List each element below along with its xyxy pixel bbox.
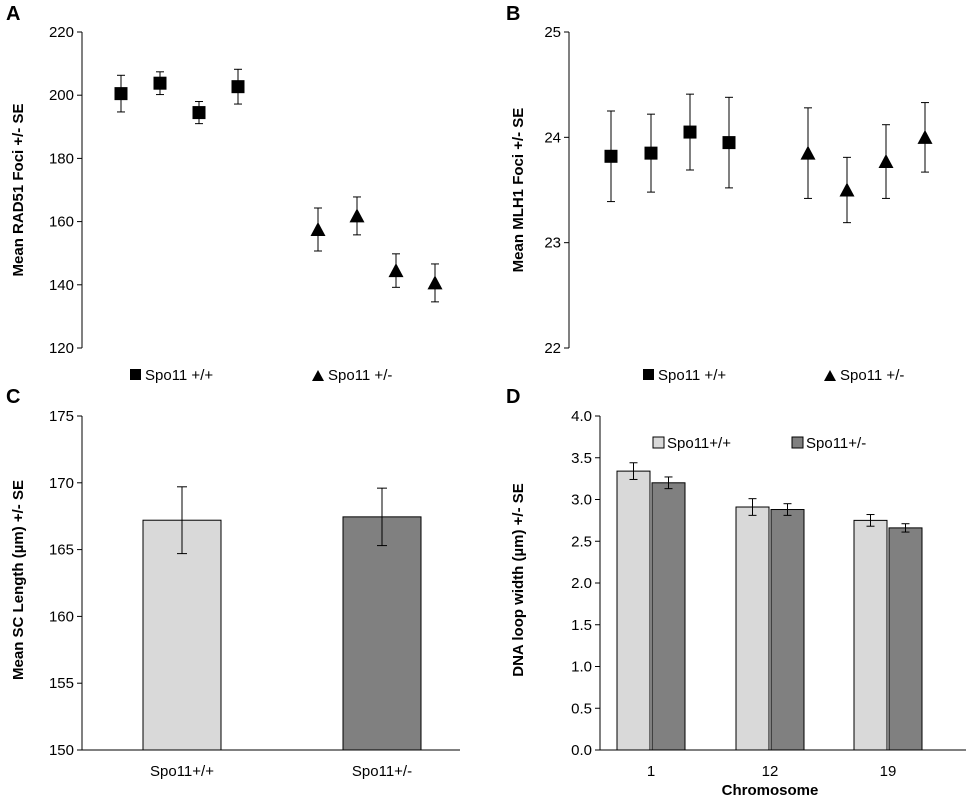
x-tick-label: 19 bbox=[880, 763, 897, 780]
legend-label: Spo11 +/+ bbox=[145, 367, 213, 384]
y-ticks: 0.0 0.5 1.0 1.5 2.0 2.5 3.0 3.5 4.0 bbox=[571, 408, 600, 759]
legend-triangle-marker bbox=[312, 370, 324, 381]
x-tick-label: 12 bbox=[762, 763, 779, 780]
y-tick-label: 1.5 bbox=[571, 617, 592, 634]
legend-swatch bbox=[791, 436, 804, 449]
y-axis-label: Mean RAD51 Foci +/- SE bbox=[10, 104, 27, 277]
x-ticks: 1 12 19 bbox=[647, 763, 897, 780]
y-tick-label: 160 bbox=[49, 608, 74, 625]
legend-label: Spo11+/+ bbox=[667, 435, 731, 452]
y-tick-label: 22 bbox=[544, 340, 561, 357]
legend-label: Spo11 +/- bbox=[840, 367, 904, 384]
panel-c: C Mean SC Length (µm) +/- SE 150 155 160 16… bbox=[6, 386, 460, 780]
x-tick-label: Spo11+/- bbox=[352, 763, 412, 780]
legend-label: Spo11+/- bbox=[806, 435, 866, 452]
legend-swatch bbox=[652, 436, 665, 449]
y-tick-label: 1.0 bbox=[571, 659, 592, 676]
bar bbox=[888, 527, 923, 751]
y-tick-label: 140 bbox=[49, 277, 74, 294]
y-tick-label: 160 bbox=[49, 214, 74, 231]
bar bbox=[770, 509, 805, 751]
y-tick-label: 180 bbox=[49, 150, 74, 167]
y-ticks: 22 23 24 25 bbox=[544, 24, 569, 357]
y-tick-label: 150 bbox=[49, 742, 74, 759]
y-ticks: 150 155 160 165 170 175 bbox=[49, 408, 82, 759]
bar bbox=[651, 482, 686, 751]
panel-letter: A bbox=[6, 3, 20, 25]
data-point-triangle bbox=[427, 275, 443, 290]
marks bbox=[604, 93, 933, 224]
bar bbox=[735, 506, 770, 751]
panel-letter: D bbox=[506, 386, 520, 408]
y-tick-label: 175 bbox=[49, 408, 74, 425]
legend: Spo11+/+ Spo11+/- bbox=[652, 435, 866, 452]
y-tick-label: 4.0 bbox=[571, 408, 592, 425]
bar bbox=[342, 516, 422, 751]
bar bbox=[142, 519, 222, 751]
y-tick-label: 23 bbox=[544, 235, 561, 252]
panel-letter: B bbox=[506, 3, 520, 25]
data-point-triangle bbox=[917, 129, 933, 144]
panel-letter: C bbox=[6, 386, 20, 408]
x-tick-label: 1 bbox=[647, 763, 655, 780]
y-axis-label: DNA loop width (µm) +/- SE bbox=[510, 483, 527, 677]
x-tick-label: Spo11+/+ bbox=[150, 763, 214, 780]
data-point-square bbox=[644, 146, 658, 160]
bar bbox=[853, 519, 888, 751]
data-point-triangle bbox=[388, 263, 404, 278]
data-point-triangle bbox=[839, 182, 855, 197]
x-axis-label: Chromosome bbox=[722, 782, 819, 799]
data-point-square bbox=[114, 87, 128, 101]
panel-a: A Mean RAD51 Foci +/- SE 120 140 160 180 200… bbox=[6, 3, 443, 384]
y-tick-label: 24 bbox=[544, 129, 561, 146]
y-axis-label: Mean SC Length (µm) +/- SE bbox=[10, 480, 27, 680]
data-point-square bbox=[231, 80, 245, 94]
legend-label: Spo11 +/- bbox=[328, 367, 392, 384]
legend: Spo11 +/+ Spo11 +/- bbox=[643, 367, 904, 384]
y-tick-label: 170 bbox=[49, 475, 74, 492]
y-tick-label: 200 bbox=[49, 87, 74, 104]
y-tick-label: 3.5 bbox=[571, 450, 592, 467]
y-tick-label: 3.0 bbox=[571, 492, 592, 509]
y-tick-label: 120 bbox=[49, 340, 74, 357]
data-point-triangle bbox=[310, 222, 326, 236]
marks bbox=[142, 486, 422, 751]
data-point-square bbox=[604, 149, 618, 163]
data-point-triangle bbox=[800, 145, 816, 160]
legend-label: Spo11 +/+ bbox=[658, 367, 726, 384]
y-tick-label: 0.5 bbox=[571, 700, 592, 717]
y-ticks: 120 140 160 180 200 220 bbox=[49, 24, 82, 357]
y-axis-label: Mean MLH1 Foci +/- SE bbox=[510, 108, 527, 273]
data-point-square bbox=[722, 136, 736, 150]
marks bbox=[616, 462, 923, 751]
y-tick-label: 2.0 bbox=[571, 575, 592, 592]
y-tick-label: 155 bbox=[49, 675, 74, 692]
legend-square-marker bbox=[130, 369, 141, 380]
y-tick-label: 2.5 bbox=[571, 533, 592, 550]
x-ticks: Spo11+/+ Spo11+/- bbox=[150, 763, 412, 780]
data-point-square bbox=[683, 125, 697, 139]
panel-b: B Mean MLH1 Foci +/- SE 22 23 24 25 Spo11 +… bbox=[506, 3, 933, 384]
legend-square-marker bbox=[643, 369, 654, 380]
data-point-triangle bbox=[349, 208, 365, 223]
data-point-triangle bbox=[878, 154, 894, 169]
legend: Spo11 +/+ Spo11 +/- bbox=[130, 367, 392, 384]
marks bbox=[114, 68, 443, 303]
bar bbox=[616, 470, 651, 751]
y-tick-label: 25 bbox=[544, 24, 561, 41]
data-point-square bbox=[153, 76, 167, 90]
y-tick-label: 165 bbox=[49, 542, 74, 559]
legend-triangle-marker bbox=[824, 370, 836, 381]
y-tick-label: 220 bbox=[49, 24, 74, 41]
y-tick-label: 0.0 bbox=[571, 742, 592, 759]
data-point-square bbox=[192, 106, 206, 120]
panel-d: D DNA loop width (µm) +/- SE 0.0 0.5 1.0 1.… bbox=[506, 386, 966, 799]
